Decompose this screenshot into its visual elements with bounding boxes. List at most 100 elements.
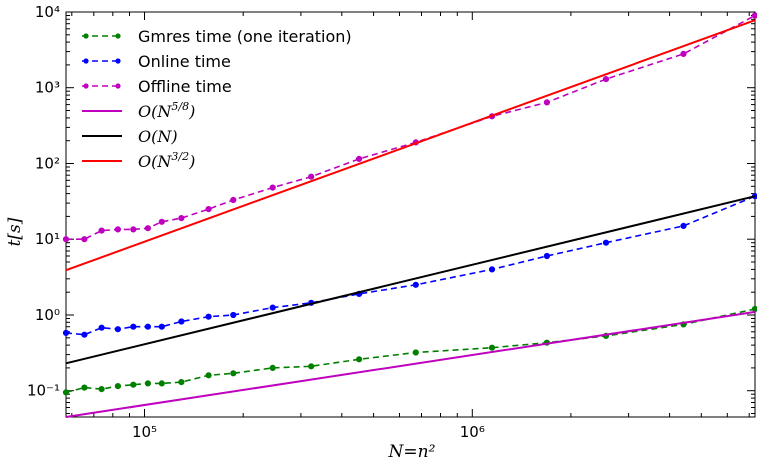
series-1 <box>62 193 757 338</box>
data-point <box>751 305 757 313</box>
data-point <box>81 236 88 243</box>
data-point <box>81 331 88 338</box>
data-point <box>602 239 610 246</box>
data-point <box>269 364 276 371</box>
data-point <box>269 184 276 191</box>
y-axis-label: t[s] <box>5 217 25 246</box>
data-point <box>158 323 165 330</box>
plot-frame <box>65 11 756 418</box>
legend-marker <box>83 83 89 89</box>
y-tick-label: 10¹ <box>35 230 60 248</box>
x-tick-label: 10⁵ <box>132 423 157 441</box>
series-line <box>65 19 756 272</box>
series-line <box>65 195 756 365</box>
data-point <box>144 225 151 232</box>
legend-label-close: ) <box>188 102 195 121</box>
legend-label: O(N3/2) <box>138 150 195 171</box>
legend-label: O(N) <box>138 127 178 146</box>
legend-item: O(N3/2) <box>82 150 195 171</box>
data-point <box>308 363 315 370</box>
legend-label-close: ) <box>188 152 195 171</box>
data-point <box>205 372 212 379</box>
data-point <box>98 227 105 234</box>
x-tick-label: 10⁶ <box>460 423 485 441</box>
data-point <box>158 218 165 225</box>
tick-marks <box>66 11 755 417</box>
data-point <box>178 318 185 325</box>
data-point <box>81 384 88 391</box>
legend-marker <box>83 58 89 64</box>
series-5 <box>65 19 756 272</box>
data-point <box>230 370 237 377</box>
x-axis-label: N=n² <box>388 442 436 462</box>
legend-label: Offline time <box>138 77 232 96</box>
legend-label: O(N5/8) <box>138 100 195 121</box>
data-point <box>130 226 137 233</box>
legend-item: Online time <box>82 52 231 71</box>
data-point <box>543 252 551 260</box>
legend-item: Offline time <box>82 77 232 96</box>
data-point <box>230 196 237 204</box>
data-point <box>488 344 496 351</box>
data-point <box>751 12 757 19</box>
legend-marker <box>115 33 121 39</box>
data-point <box>308 173 315 180</box>
legend-marker <box>115 58 121 64</box>
data-point <box>62 389 70 396</box>
data-point <box>144 323 151 330</box>
y-tick-label: 10⁴ <box>35 3 60 21</box>
data-point <box>269 304 276 311</box>
data-point <box>98 386 105 393</box>
data-point <box>130 381 137 388</box>
legend-label-exponent: 5/8 <box>171 100 189 113</box>
data-point <box>62 329 70 336</box>
y-tick-label: 10² <box>35 155 60 173</box>
data-point <box>114 383 122 390</box>
legend-label-exponent: 3/2 <box>171 150 189 163</box>
legend-label-base: O(N <box>138 102 172 121</box>
series-line <box>65 195 756 336</box>
legend: Gmres time (one iteration) Online time Off… <box>82 27 352 171</box>
data-point <box>412 349 419 356</box>
data-point <box>114 226 122 233</box>
data-point <box>178 215 185 222</box>
data-point <box>680 222 687 229</box>
data-point <box>602 76 610 83</box>
series-line <box>65 308 756 394</box>
data-point <box>543 99 551 106</box>
data-point <box>356 155 363 162</box>
series-0 <box>62 305 757 396</box>
legend-item: O(N) <box>82 127 178 146</box>
legend-label: Online time <box>138 52 231 71</box>
data-point <box>178 379 185 386</box>
legend-item: Gmres time (one iteration) <box>82 27 352 46</box>
y-tick-label: 10⁰ <box>35 306 60 324</box>
data-point <box>412 281 419 288</box>
data-point <box>114 326 122 333</box>
y-tick-label: 10³ <box>35 79 60 97</box>
series-4 <box>65 195 756 365</box>
legend-marker <box>115 83 121 89</box>
data-point <box>356 356 363 363</box>
series-3 <box>65 310 756 418</box>
data-point <box>130 323 137 330</box>
legend-label-base: O(N) <box>138 127 178 146</box>
y-tick-label: 10⁻¹ <box>27 382 60 400</box>
data-point <box>488 266 496 273</box>
data-point <box>230 311 237 319</box>
data-point <box>62 236 70 243</box>
data-point <box>205 313 212 320</box>
series-layer <box>62 12 757 418</box>
legend-label: Gmres time (one iteration) <box>138 27 352 46</box>
data-point <box>98 324 105 331</box>
series-line <box>65 310 756 418</box>
data-point <box>205 206 212 213</box>
data-point <box>158 380 165 387</box>
data-point <box>680 50 687 58</box>
data-point <box>144 380 151 387</box>
legend-label-base: O(N <box>138 152 172 171</box>
series-2 <box>62 12 757 243</box>
legend-item: O(N5/8) <box>82 100 195 121</box>
legend-marker <box>83 33 89 39</box>
